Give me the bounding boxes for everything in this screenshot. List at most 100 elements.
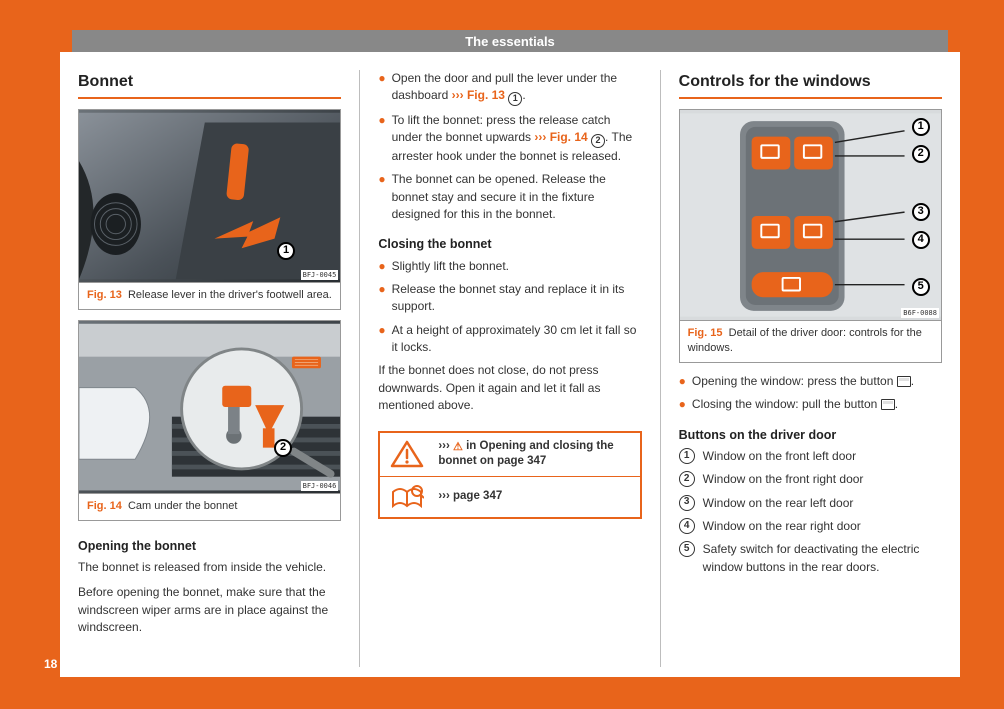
page: Bonnet <box>60 52 960 677</box>
warning-1-text: ››› ⚠ in Opening and closing the bonnet … <box>438 439 629 470</box>
opening-p1: The bonnet is released from inside the v… <box>78 559 341 576</box>
def-3: 3 Window on the rear left door <box>679 495 942 512</box>
bullet-c1: ● Slightly lift the bonnet. <box>378 258 641 275</box>
bullet-dot: ● <box>378 70 385 106</box>
bullet-lift-bonnet: ● To lift the bonnet: press the release … <box>378 112 641 165</box>
columns: Bonnet <box>78 70 942 667</box>
fig14-callout: 2 <box>274 439 292 457</box>
figure-14-image: 2 BFJ-0046 <box>79 321 340 493</box>
def-text: Safety switch for deactivating the elect… <box>703 541 942 576</box>
ref-arrows: ››› <box>452 88 467 102</box>
page-banner: The essentials <box>72 30 948 52</box>
fig15-callout-1: 1 <box>912 118 930 136</box>
column-separator-2 <box>660 70 661 667</box>
fig13-img-label: BFJ-0045 <box>301 270 339 280</box>
bullet-dot: ● <box>679 373 686 390</box>
bullet-dot: ● <box>378 171 385 223</box>
fig15-caption: Fig. 15 Detail of the driver door: contr… <box>680 320 941 362</box>
c3-text: At a height of approximately 30 cm let i… <box>392 322 642 357</box>
opening-bonnet-heading: Opening the bonnet <box>78 537 341 555</box>
b2-circle: 2 <box>591 134 605 148</box>
b1-text: Open the door and pull the lever under t… <box>392 71 618 102</box>
def-4: 4 Window on the rear right door <box>679 518 942 535</box>
def-5: 5 Safety switch for deactivating the ele… <box>679 541 942 576</box>
fig13-caption-text: Release lever in the driver's footwell a… <box>128 289 332 301</box>
fig14-number: Fig. 14 <box>87 500 122 512</box>
figure-15: 1 2 3 4 5 B6F-0088 Fig. 15 Detail of the… <box>679 109 942 363</box>
b1-ref: Fig. 13 <box>467 88 505 102</box>
def-num: 1 <box>679 448 695 464</box>
banner-text: The essentials <box>465 34 555 49</box>
warning-row-2: ››› page 347 <box>380 476 639 517</box>
warning-triangle-icon <box>390 440 424 468</box>
section-title-windows: Controls for the windows <box>679 70 942 99</box>
fig15-callout-5: 5 <box>912 278 930 296</box>
def-2: 2 Window on the front right door <box>679 471 942 488</box>
warning-2-text: ››› page 347 <box>438 489 502 505</box>
bullet-c3: ● At a height of approximately 30 cm let… <box>378 322 641 357</box>
closing-bonnet-heading: Closing the bonnet <box>378 235 641 253</box>
fig14-caption-text: Cam under the bonnet <box>128 500 237 512</box>
c1-text: Slightly lift the bonnet. <box>392 258 642 275</box>
bullet-close-window: ● Closing the window: pull the button . <box>679 396 942 413</box>
def-text: Window on the rear left door <box>703 495 854 512</box>
column-right: Controls for the windows <box>679 70 942 667</box>
bullet-open-door: ● Open the door and pull the lever under… <box>378 70 641 106</box>
figure-13-image: 1 BFJ-0045 <box>79 110 340 282</box>
bullet-open-window: ● Opening the window: press the button . <box>679 373 942 390</box>
warn1-pre: ››› <box>438 440 453 452</box>
fig14-img-label: BFJ-0046 <box>301 481 339 491</box>
b1-circle: 1 <box>508 92 522 106</box>
bullet-text: Closing the window: pull the button . <box>692 396 942 413</box>
def-num: 4 <box>679 518 695 534</box>
warning-row-1: ››› ⚠ in Opening and closing the bonnet … <box>380 433 639 476</box>
fig15-number: Fig. 15 <box>688 327 723 339</box>
close-window-text: Closing the window: pull the button <box>692 397 881 411</box>
figure-15-image: 1 2 3 4 5 B6F-0088 <box>680 110 941 320</box>
column-middle: ● Open the door and pull the lever under… <box>378 70 641 667</box>
column-separator-1 <box>359 70 360 667</box>
warn1-mid: in Opening and closing the bonnet on pag… <box>438 440 613 468</box>
bullet-dot: ● <box>378 322 385 357</box>
def-num: 5 <box>679 541 695 557</box>
def-text: Window on the front left door <box>703 448 856 465</box>
window-button-icon <box>881 399 895 410</box>
book-icon <box>390 483 424 511</box>
ref-arrows: ››› <box>534 130 549 144</box>
buttons-driver-door-heading: Buttons on the driver door <box>679 426 942 444</box>
open-window-text: Opening the window: press the button <box>692 374 897 388</box>
fig15-img-label: B6F-0088 <box>901 308 939 318</box>
fig15-callout-3: 3 <box>912 203 930 221</box>
bullet-dot: ● <box>378 258 385 275</box>
bullet-text: Opening the window: press the button . <box>692 373 942 390</box>
bullet-release-stay: ● The bonnet can be opened. Release the … <box>378 171 641 223</box>
def-text: Window on the rear right door <box>703 518 861 535</box>
def-1: 1 Window on the front left door <box>679 448 942 465</box>
closing-note: If the bonnet does not close, do not pre… <box>378 362 641 414</box>
warning-box: ››› ⚠ in Opening and closing the bonnet … <box>378 431 641 519</box>
fig15-svg <box>680 110 941 320</box>
def-num: 2 <box>679 471 695 487</box>
def-text: Window on the front right door <box>703 471 864 488</box>
fig15-caption-text: Detail of the driver door: controls for … <box>688 327 922 354</box>
fig14-svg <box>79 321 340 493</box>
section-title-bonnet: Bonnet <box>78 70 341 99</box>
column-left: Bonnet <box>78 70 341 667</box>
fig13-svg <box>79 110 340 282</box>
window-button-icon <box>897 376 911 387</box>
bullet-dot: ● <box>679 396 686 413</box>
bullet-dot: ● <box>378 112 385 165</box>
bullet-text: To lift the bonnet: press the release ca… <box>392 112 642 165</box>
bullet-text: Open the door and pull the lever under t… <box>392 70 642 106</box>
opening-p2: Before opening the bonnet, make sure tha… <box>78 584 341 636</box>
b3-text: The bonnet can be opened. Release the bo… <box>392 171 642 223</box>
page-number: 18 <box>44 657 57 671</box>
fig13-caption: Fig. 13 Release lever in the driver's fo… <box>79 282 340 309</box>
fig14-caption: Fig. 14 Cam under the bonnet <box>79 493 340 520</box>
fig13-number: Fig. 13 <box>87 289 122 301</box>
figure-13: 1 BFJ-0045 Fig. 13 Release lever in the … <box>78 109 341 310</box>
def-num: 3 <box>679 495 695 511</box>
b2-ref: Fig. 14 <box>550 130 588 144</box>
c2-text: Release the bonnet stay and replace it i… <box>392 281 642 316</box>
figure-14: 2 BFJ-0046 Fig. 14 Cam under the bonnet <box>78 320 341 521</box>
